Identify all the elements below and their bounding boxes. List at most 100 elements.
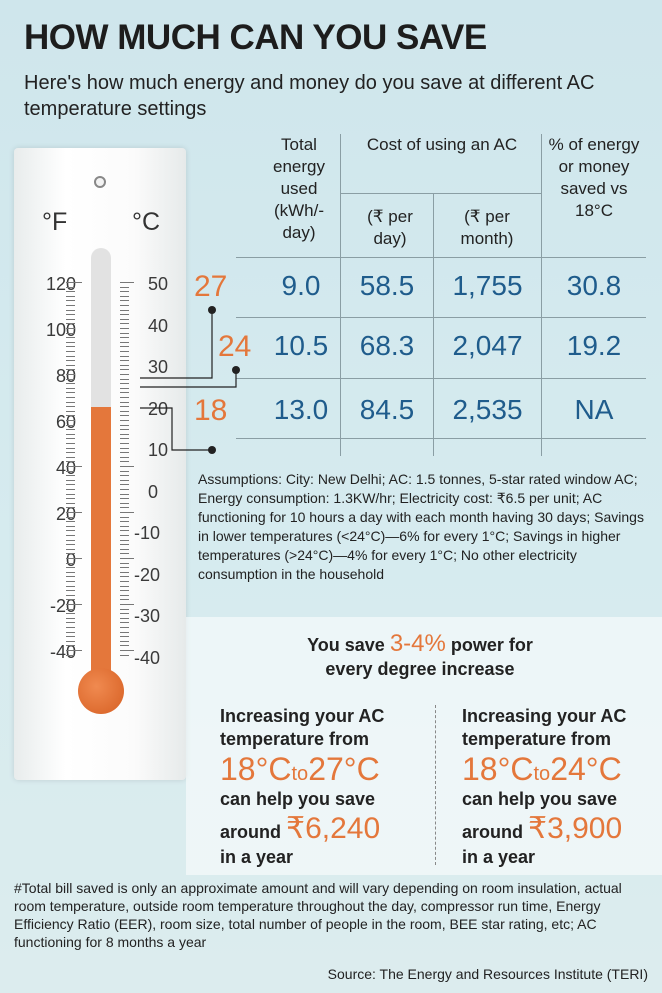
celsius-tick: [120, 443, 129, 444]
celsius-tick: [120, 650, 134, 651]
celsius-label: 40: [148, 315, 169, 336]
fahrenheit-tick: [66, 507, 75, 509]
fahrenheit-tick: [66, 369, 75, 371]
celsius-tick: [120, 507, 129, 509]
cell-energy: 13.0: [273, 394, 329, 425]
celsius-tick: [120, 631, 129, 633]
celsius-tick: [120, 470, 129, 472]
fahrenheit-tick: [66, 282, 82, 283]
grid-line: [433, 194, 434, 456]
fahrenheit-tick: [66, 346, 75, 348]
celsius-label: -30: [134, 606, 161, 626]
celsius-tick: [120, 351, 129, 352]
celsius-tick: [120, 314, 129, 316]
celsius-tick: [120, 337, 129, 339]
celsius-tick: [120, 502, 129, 504]
celsius-tick: [120, 484, 129, 486]
fahrenheit-label: 80: [55, 366, 76, 386]
fahrenheit-tick: [66, 622, 75, 624]
fahrenheit-tick: [66, 631, 75, 633]
fahrenheit-tick: [66, 291, 75, 293]
fahrenheit-tick: [66, 323, 75, 325]
fahrenheit-label: -40: [49, 642, 76, 662]
fahrenheit-tick: [66, 392, 75, 394]
fahrenheit-tick: [66, 484, 75, 486]
celsius-tick: [120, 406, 129, 408]
celsius-tick: [120, 498, 129, 500]
thermometer: °F °C 120 100 80 60 40 20 0 -20 -40 50 40 30 20 10 0-…: [14, 148, 186, 780]
celsius-tick: [120, 378, 129, 380]
savings-panel: [186, 617, 662, 875]
celsius-tick: [120, 456, 129, 458]
scenario-from: 18°C: [220, 751, 292, 787]
fahrenheit-tick: [66, 374, 75, 375]
scenario-divider: [435, 705, 436, 865]
scenario-around: around: [220, 822, 281, 842]
grid-line: [541, 134, 542, 456]
celsius-tick: [120, 558, 134, 559]
celsius-tick: [120, 305, 129, 306]
fahrenheit-tick: [66, 548, 75, 550]
celsius-label: 0: [148, 481, 159, 502]
cell-energy: 10.5: [273, 330, 329, 361]
fahrenheit-tick: [66, 475, 75, 477]
celsius-tick: [120, 420, 129, 421]
celsius-tick: [120, 654, 129, 656]
celsius-tick: [120, 328, 129, 329]
celsius-tick: [120, 364, 129, 366]
fahrenheit-tick: [66, 498, 75, 500]
savings-prefix: You save: [307, 635, 385, 655]
scenario-help: can help you save: [220, 789, 376, 809]
celsius-tick: [120, 604, 134, 605]
header-per-month: (₹ per month): [460, 207, 514, 248]
celsius-tick: [120, 585, 129, 587]
grid-line: [236, 438, 646, 439]
cell-per-day: 68.3: [359, 330, 415, 361]
grid-line: [340, 134, 341, 456]
fahrenheit-tick: [66, 355, 75, 357]
celsius-tick: [120, 553, 129, 555]
celsius-tick: [120, 617, 129, 619]
fahrenheit-tick: [66, 627, 75, 628]
fahrenheit-tick: [66, 424, 75, 426]
scenario-to: 24°C: [550, 751, 622, 787]
fahrenheit-tick: [66, 415, 75, 417]
fahrenheit-label: 100: [45, 320, 76, 340]
scenario-help: can help you save: [462, 789, 618, 809]
page-title: HOW MUCH CAN YOU SAVE: [24, 18, 487, 57]
scenario-amount: ₹6,240: [286, 812, 381, 845]
cell-saved: NA: [574, 394, 614, 425]
fahrenheit-tick: [66, 571, 75, 573]
header-per-day: (₹ per day): [367, 207, 413, 248]
fahrenheit-tick: [66, 636, 75, 638]
fahrenheit-tick: [66, 654, 75, 656]
fahrenheit-label: 60: [55, 412, 76, 432]
celsius-tick: [120, 562, 129, 564]
fahrenheit-tick: [66, 530, 75, 532]
scenario-period: in a year: [220, 847, 294, 867]
grid-line: [236, 378, 646, 379]
savings-headline: You save 3-4% power for every degree inc…: [240, 632, 600, 681]
fahrenheit-tick: [66, 309, 75, 311]
fahrenheit-tick: [66, 286, 75, 288]
celsius-tick: [120, 397, 129, 398]
fahrenheit-tick: [66, 401, 75, 403]
scenario-from: 18°C: [462, 751, 534, 787]
celsius-tick: [120, 535, 129, 536]
header-energy: Total energy used (kWh/-day): [273, 135, 325, 242]
cell-saved: 30.8: [566, 270, 622, 301]
celsius-tick: [120, 530, 129, 532]
celsius-tick: [120, 525, 129, 527]
fahrenheit-tick: [66, 645, 75, 647]
fahrenheit-unit: °F: [42, 208, 68, 236]
celsius-tick: [120, 613, 129, 615]
fahrenheit-label: -20: [49, 596, 76, 616]
fahrenheit-tick: [66, 479, 75, 481]
celsius-tick: [120, 309, 129, 311]
celsius-tick: [120, 512, 134, 513]
celsius-unit: °C: [132, 208, 161, 236]
fahrenheit-tick: [66, 341, 75, 343]
scenario-to-word: to: [291, 763, 309, 785]
celsius-tick: [120, 539, 129, 541]
fahrenheit-tick: [66, 594, 75, 596]
